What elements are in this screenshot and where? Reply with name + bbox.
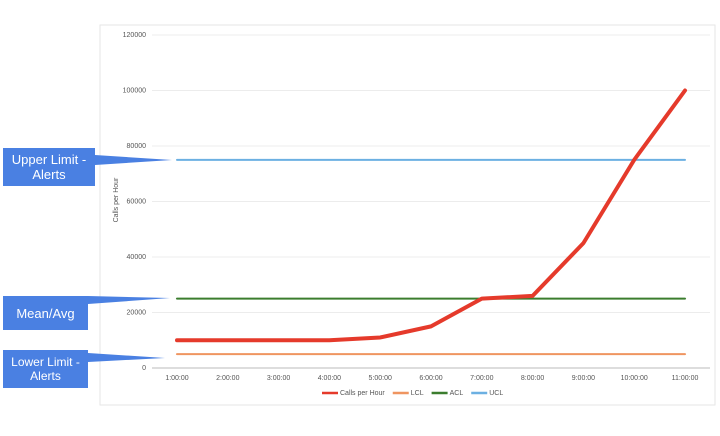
x-tick-label: 6:00:00: [419, 375, 442, 382]
x-tick-label: 7:00:00: [470, 375, 493, 382]
callout-shape: [3, 350, 165, 388]
callout-shape: [3, 296, 170, 330]
callout-shape: [3, 148, 172, 186]
callout-label: Mean/Avg: [16, 305, 75, 321]
x-tick-label: 8:00:00: [521, 375, 544, 382]
x-tick-label: 3:00:00: [267, 375, 290, 382]
x-tick-label: 4:00:00: [318, 375, 341, 382]
y-tick-label: 40000: [127, 254, 147, 261]
x-tick-label: 11:00:00: [672, 375, 699, 382]
y-tick-label: 60000: [127, 198, 147, 205]
legend-label: UCL: [489, 390, 503, 397]
y-tick-label: 120000: [123, 32, 146, 39]
callout-label: Upper Limit - Alerts: [11, 152, 87, 182]
callout-label: Lower Limit - Alerts: [11, 355, 80, 383]
x-tick-label: 1:00:00: [165, 375, 188, 382]
y-tick-label: 80000: [127, 143, 147, 150]
chart-frame: [99, 24, 716, 406]
x-tick-label: 9:00:00: [572, 375, 595, 382]
legend-label: ACL: [450, 390, 464, 397]
x-tick-label: 2:00:00: [216, 375, 239, 382]
legend-label: Calls per Hour: [340, 390, 385, 397]
legend-label: LCL: [411, 390, 424, 397]
series-line: [175, 88, 687, 343]
y-tick-label: 100000: [123, 87, 146, 94]
y-tick-label: 20000: [127, 309, 147, 316]
x-tick-label: 5:00:00: [369, 375, 392, 382]
x-tick-label: 10:00:00: [621, 375, 648, 382]
y-tick-label: 0: [142, 365, 146, 372]
y-axis-label: Calls per Hour: [113, 177, 120, 222]
